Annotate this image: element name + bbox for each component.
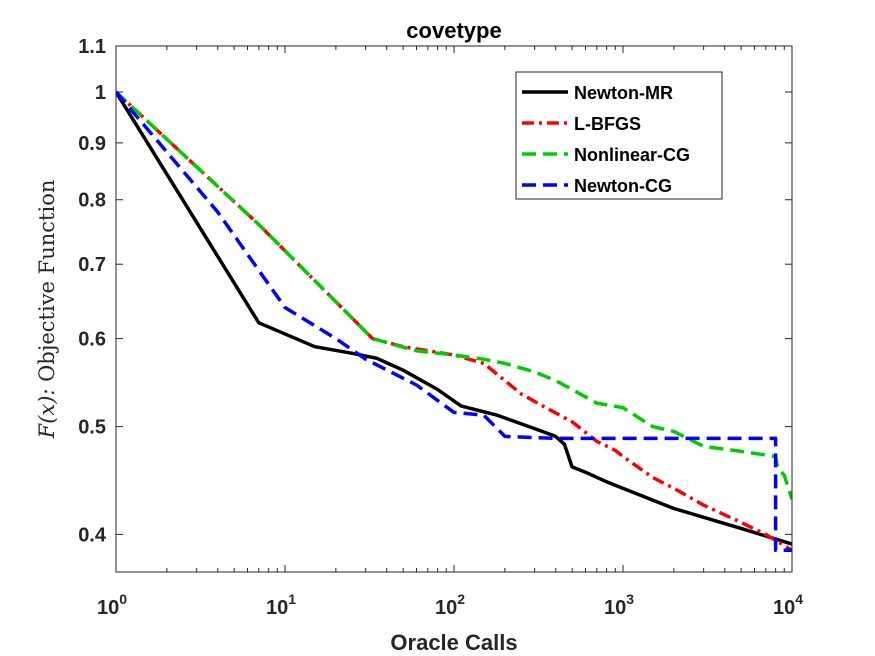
y-axis-label-function: F(x): xyxy=(35,389,59,440)
y-tick-label: 0.9 xyxy=(78,133,106,155)
y-tick-label: 0.4 xyxy=(78,524,107,546)
series-layer xyxy=(116,90,792,553)
y-tick-label: 0.5 xyxy=(78,417,106,439)
x-tick-label: 101 xyxy=(266,591,296,619)
y-tick-label: 1.1 xyxy=(78,36,106,58)
x-tick-exponent: 2 xyxy=(457,591,465,607)
x-tick-label: 100 xyxy=(97,591,127,619)
legend-label: Newton-MR xyxy=(574,83,673,103)
x-tick-base: 10 xyxy=(266,597,288,619)
legend: Newton-MR L-BFGS Nonlinear-CG Newton-CG xyxy=(515,71,723,200)
axes-box xyxy=(115,45,793,573)
y-axis-label: F(x): Objective Function xyxy=(35,180,59,440)
y-tick-label: 0.8 xyxy=(78,190,106,212)
series-line-newton-cg xyxy=(116,90,792,553)
x-tick-exponent: 0 xyxy=(119,591,127,607)
legend-label: Nonlinear-CG xyxy=(574,145,690,165)
x-tick-exponent: 1 xyxy=(288,591,296,607)
x-tick-label: 102 xyxy=(435,591,465,619)
series-line-newton-mr xyxy=(116,91,792,546)
x-tick-base: 10 xyxy=(97,597,119,619)
y-tick-label: 0.6 xyxy=(78,329,106,351)
x-tick-base: 10 xyxy=(773,597,795,619)
y-tick-label: 1 xyxy=(95,82,106,104)
x-tick-label: 104 xyxy=(773,591,803,619)
chart-title: covetype xyxy=(406,18,501,43)
x-tick-exponent: 4 xyxy=(795,591,803,607)
x-tick-base: 10 xyxy=(435,597,457,619)
x-tick-exponent: 3 xyxy=(626,591,634,607)
x-axis-label: Oracle Calls xyxy=(390,630,517,655)
legend-label: L-BFGS xyxy=(574,114,641,134)
y-tick-label: 0.7 xyxy=(78,254,106,276)
x-tick-base: 10 xyxy=(604,597,626,619)
x-tick-label: 103 xyxy=(604,591,634,619)
y-axis-label-text: Objective Function xyxy=(35,180,59,389)
legend-label: Newton-CG xyxy=(574,176,672,196)
series-line-nonlinear-cg xyxy=(116,90,792,500)
series-line-l-bfgs xyxy=(116,90,792,552)
